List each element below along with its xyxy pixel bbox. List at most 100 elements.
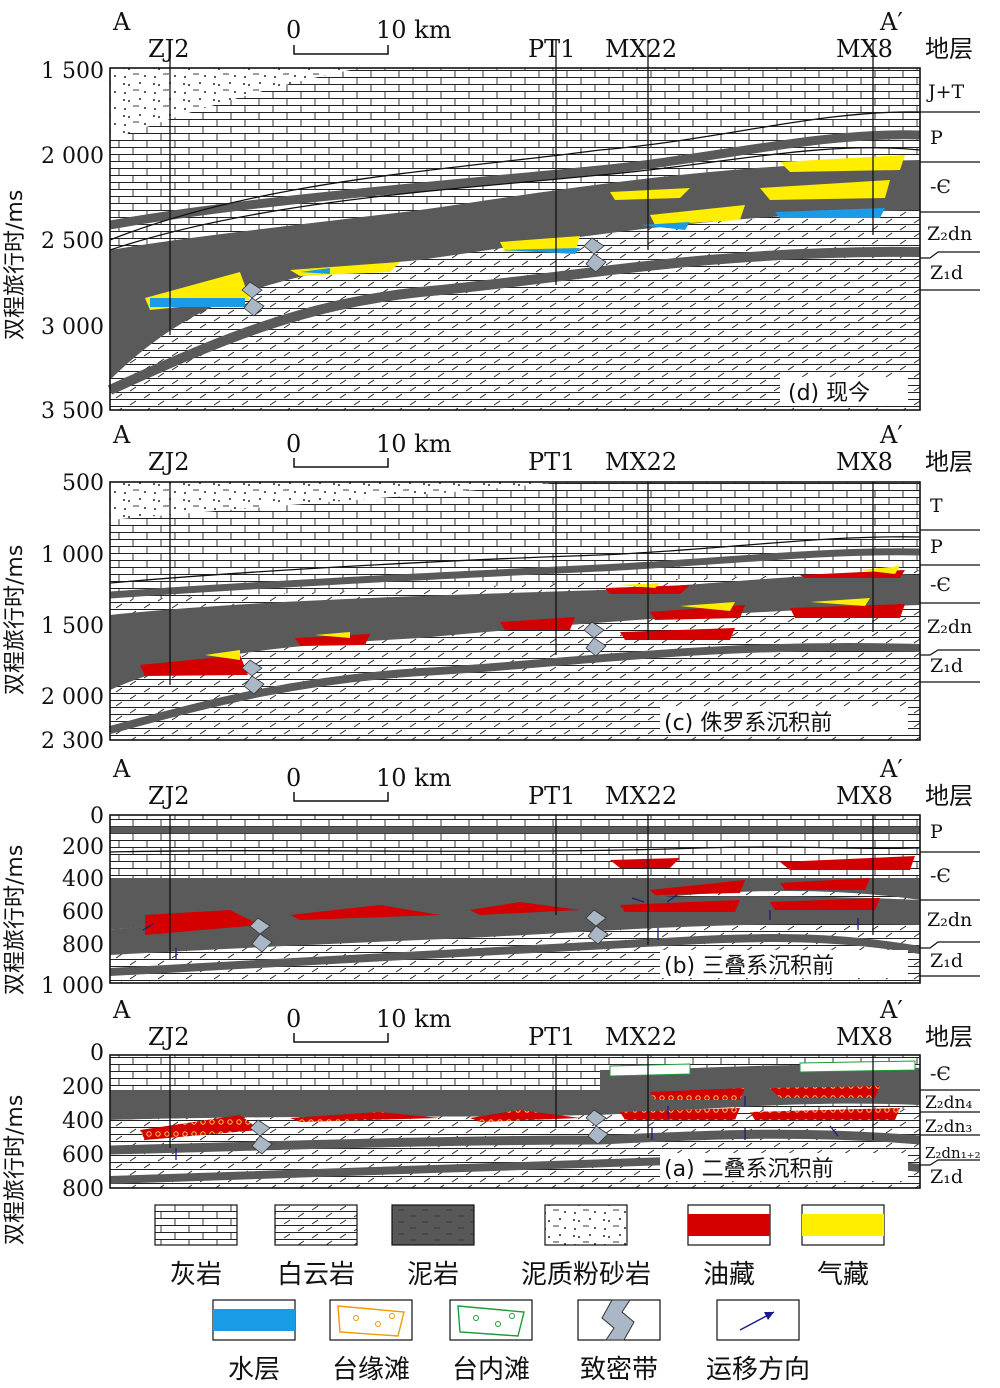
end-label-right: A′ <box>879 421 903 449</box>
panel-d-siltstone <box>110 68 360 140</box>
axis-tick: 600 <box>62 900 104 925</box>
end-label-left: A <box>112 421 131 449</box>
scale-zero: 0 <box>286 430 301 458</box>
well-pt1: PT1 <box>528 1023 575 1051</box>
well-mx22: MX22 <box>605 782 677 810</box>
panel-d-mud-band <box>109 130 921 230</box>
panel-d-tight-zone-1 <box>241 281 265 317</box>
y-axis-label: 双程旅行时/ms <box>3 845 28 995</box>
stratum-label: P <box>930 821 943 843</box>
axis-tick: 400 <box>62 1109 104 1134</box>
scale-bar <box>293 792 389 802</box>
scale-bar <box>293 458 389 468</box>
scale-bar <box>293 45 389 55</box>
legend-oil: 油藏 <box>687 1204 771 1290</box>
scale-zero: 0 <box>286 1005 301 1033</box>
well-mx8: MX8 <box>836 448 893 476</box>
legend-gas: 气藏 <box>801 1204 885 1290</box>
axis-tick: 1 500 <box>41 614 104 639</box>
well-mx8: MX8 <box>836 782 893 810</box>
stratum-label: Z₂dn <box>927 909 972 931</box>
well-zj2: ZJ2 <box>148 782 190 810</box>
axis-tick: 800 <box>62 933 104 958</box>
panel-d-labels: A A′ ZJ2 PT1 MX22 MX8 0 10 km 地层 J+T P -… <box>3 8 973 424</box>
scale-bar <box>293 1033 389 1043</box>
panel-d <box>107 40 980 411</box>
y-axis-label: 双程旅行时/ms <box>3 1095 28 1245</box>
legend-limestone: 灰岩 <box>154 1204 238 1290</box>
legend-label: 台缘滩 <box>332 1355 410 1385</box>
legend-water: 水层 <box>212 1299 296 1385</box>
panel-c-caption: (c) 侏罗系沉积前 <box>664 711 832 736</box>
legend-label: 水层 <box>228 1355 280 1385</box>
end-label-left: A <box>112 8 131 36</box>
legend-label: 台内滩 <box>452 1355 530 1385</box>
legend-label: 泥质粉砂岩 <box>521 1260 651 1290</box>
axis-tick: 3 000 <box>41 315 104 340</box>
panel-d-tight-zone-2 <box>583 237 607 273</box>
axis-tick: 1 000 <box>41 543 104 568</box>
well-pt1: PT1 <box>528 448 575 476</box>
stratum-label: Z₂dn <box>927 223 972 245</box>
legend-migration: 运移方向 <box>706 1299 810 1385</box>
axis-tick: 200 <box>62 1075 104 1100</box>
stratum-label: J+T <box>926 81 965 103</box>
axis-tick: 2 300 <box>41 729 104 754</box>
panel-a-labels: A A′ ZJ2 PT1 MX22 MX8 0 10 km 地层 -Є Z₂dn… <box>3 996 981 1245</box>
axis-tick: 200 <box>62 835 104 860</box>
axis-tick: 2 500 <box>41 229 104 254</box>
axis-tick: 3 500 <box>41 399 104 424</box>
axis-tick: 1 500 <box>41 59 104 84</box>
strata-header: 地层 <box>925 1023 973 1051</box>
well-pt1: PT1 <box>528 782 575 810</box>
legend-label: 运移方向 <box>706 1355 810 1385</box>
legend-label: 白云岩 <box>277 1260 355 1290</box>
legend-label: 灰岩 <box>170 1260 222 1290</box>
legend-label: 致密带 <box>580 1355 658 1385</box>
y-axis-label: 双程旅行时/ms <box>3 190 28 340</box>
well-pt1: PT1 <box>528 35 575 63</box>
panel-c <box>108 481 980 741</box>
end-label-left: A <box>112 755 131 783</box>
axis-tick: 2 000 <box>41 685 104 710</box>
panel-d-basal-band <box>107 246 921 395</box>
well-mx22: MX22 <box>605 448 677 476</box>
panel-d-water-zj2 <box>150 298 245 307</box>
well-mx22: MX22 <box>605 35 677 63</box>
legend-label: 泥岩 <box>407 1260 459 1290</box>
well-mx8: MX8 <box>836 35 893 63</box>
strata-header: 地层 <box>925 35 973 63</box>
axis-tick: 800 <box>62 1177 104 1202</box>
end-label-right: A′ <box>879 996 903 1024</box>
stratum-label: Z₁d <box>930 655 963 677</box>
scale-ten: 10 km <box>376 16 452 44</box>
legend-label: 气藏 <box>817 1260 869 1290</box>
stratum-label: Z₂dn₃ <box>925 1117 972 1137</box>
well-zj2: ZJ2 <box>148 1023 190 1051</box>
panel-b-caption: (b) 三叠系沉积前 <box>664 954 834 979</box>
well-mx22: MX22 <box>605 1023 677 1051</box>
axis-tick: 0 <box>90 804 104 829</box>
axis-tick: 1 000 <box>41 974 104 999</box>
panel-c-labels: A A′ ZJ2 PT1 MX22 MX8 0 10 km 地层 T P -Є … <box>3 421 973 754</box>
strata-header: 地层 <box>925 448 973 476</box>
strata-header: 地层 <box>925 782 973 810</box>
stratum-label: -Є <box>930 865 951 887</box>
legend-margin-shoal: 台缘滩 <box>329 1299 413 1385</box>
panel-a-caption: (a) 二叠系沉积前 <box>664 1157 834 1182</box>
panel-d-caption: (d) 现今 <box>788 381 870 406</box>
stratum-label: Z₂dn <box>927 616 972 638</box>
scale-zero: 0 <box>286 764 301 792</box>
axis-tick: 500 <box>62 471 104 496</box>
stratum-label: Z₂dn₄ <box>925 1093 972 1113</box>
end-label-right: A′ <box>879 755 903 783</box>
end-label-left: A <box>112 996 131 1024</box>
end-label-right: A′ <box>879 8 903 36</box>
scale-ten: 10 km <box>376 430 452 458</box>
stratum-label: Z₁d <box>930 1166 963 1188</box>
legend-label: 油藏 <box>703 1260 755 1290</box>
well-mx8: MX8 <box>836 1023 893 1051</box>
scale-ten: 10 km <box>376 764 452 792</box>
axis-tick: 400 <box>62 867 104 892</box>
